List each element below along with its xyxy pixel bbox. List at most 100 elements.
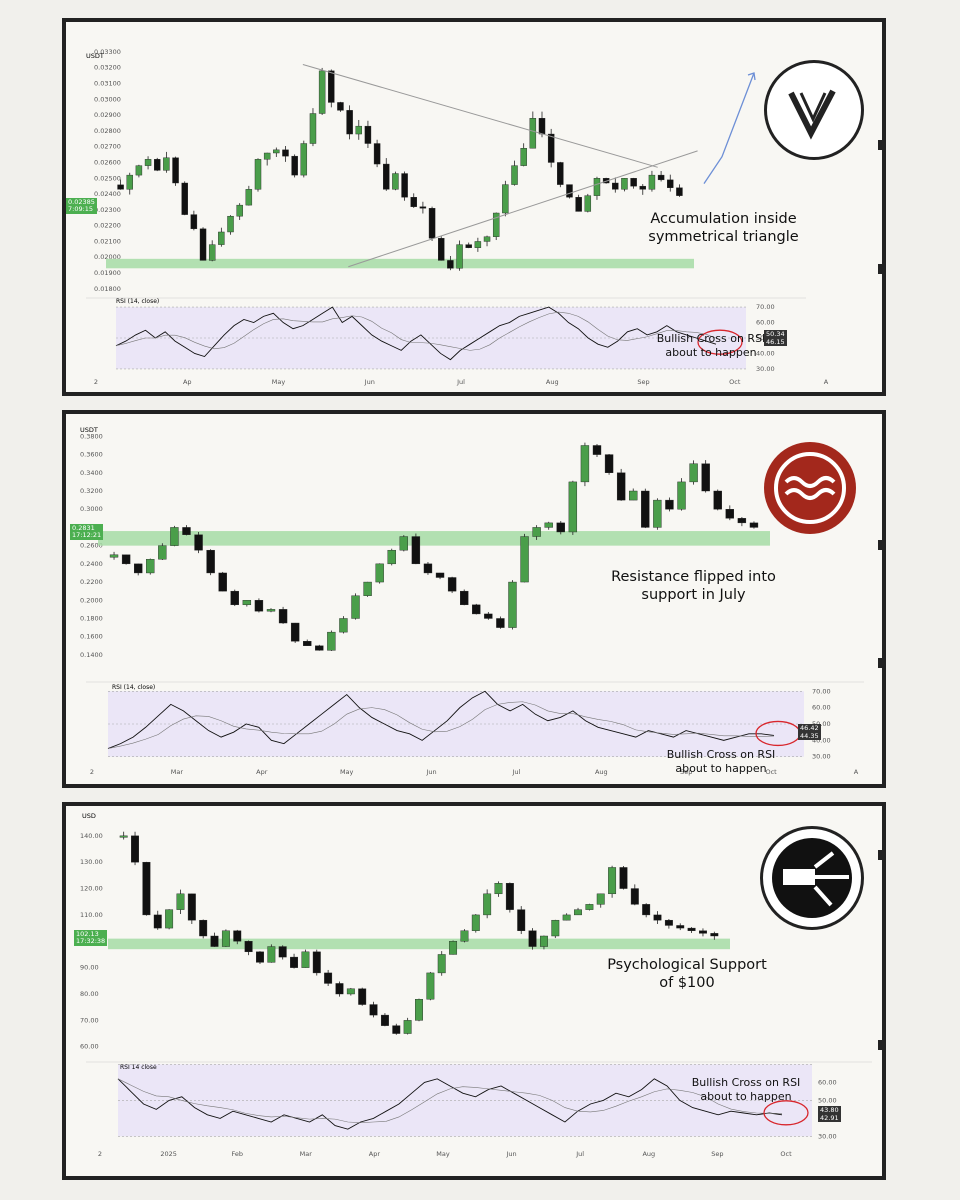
rsi-tick-label: 50.00 bbox=[812, 720, 831, 728]
y-tick-label: 0.02300 bbox=[94, 206, 121, 214]
rsi-ma-line bbox=[117, 1078, 782, 1124]
candle-body bbox=[324, 972, 333, 984]
candle-body bbox=[399, 536, 408, 551]
candle-body bbox=[119, 835, 128, 838]
candle-body bbox=[566, 184, 573, 198]
candle-body bbox=[301, 951, 310, 968]
y-tick-label: 80.00 bbox=[80, 990, 99, 998]
x-tick-label: 2 bbox=[98, 1150, 102, 1158]
x-tick-label: Apr bbox=[369, 1150, 381, 1158]
candle-body bbox=[328, 70, 335, 103]
projection-arrow bbox=[703, 72, 755, 184]
candle-body bbox=[630, 178, 637, 187]
rsi-tick-label: 30.00 bbox=[756, 365, 775, 373]
last-price-badge: 102.13 17:32:38 bbox=[74, 930, 108, 947]
y-tick-label: 90.00 bbox=[80, 964, 99, 972]
candle-body bbox=[312, 951, 321, 974]
candle-body bbox=[303, 641, 312, 646]
rsi-ma-line bbox=[107, 701, 775, 749]
candle-body bbox=[199, 228, 207, 261]
candle-body bbox=[176, 893, 185, 910]
candle-body bbox=[529, 118, 537, 149]
candle-body bbox=[227, 215, 234, 233]
candle-body bbox=[194, 534, 203, 551]
x-tick-label: Jun bbox=[425, 768, 436, 776]
candle-body bbox=[574, 909, 582, 916]
candle-body bbox=[375, 563, 384, 583]
vechain-chart: 0.03300 0.03200 0.03100 0.03000 0.02900 0.028… bbox=[86, 48, 829, 386]
rsi-line bbox=[107, 690, 775, 749]
candle-body bbox=[210, 935, 219, 947]
rsi-value-badge: 43.80 42.91 bbox=[818, 1106, 841, 1122]
candle-body bbox=[484, 613, 493, 619]
candle-body bbox=[290, 622, 300, 642]
rsi-band bbox=[118, 1064, 812, 1137]
y-tick-label: 110.00 bbox=[80, 911, 103, 919]
frame-notch bbox=[878, 540, 883, 550]
x-tick-label: Mar bbox=[300, 1150, 313, 1158]
rsi-tick-label: 40.00 bbox=[756, 349, 775, 357]
y-tick-label: 130.00 bbox=[80, 858, 103, 866]
candle-body bbox=[456, 244, 463, 269]
annotation-rsi-cross: Bullish Cross on RSI about to happen bbox=[691, 1076, 801, 1103]
rsi-highlight-circle bbox=[763, 1100, 809, 1126]
y-tick-label: 0.02700 bbox=[94, 143, 121, 151]
candle-body bbox=[263, 152, 271, 160]
x-tick-label: Oct bbox=[729, 378, 741, 386]
candle-body bbox=[551, 919, 560, 937]
candle-body bbox=[134, 563, 143, 574]
last-price-badge: 0.02385 7:09:15 bbox=[66, 198, 97, 215]
candle-body bbox=[539, 935, 548, 947]
x-tick-label: A bbox=[854, 768, 859, 776]
triangle-upper-line bbox=[302, 64, 658, 168]
y-tick-label: 0.2200 bbox=[80, 578, 103, 586]
candle-body bbox=[236, 204, 243, 217]
last-price-badge: 0.2831 17:12:21 bbox=[70, 524, 104, 541]
candle-body bbox=[494, 883, 503, 895]
y-tick-label: 0.1400 bbox=[80, 651, 103, 659]
candle-body bbox=[460, 590, 469, 606]
candle-body bbox=[144, 159, 152, 166]
y-tick-label: 120.00 bbox=[80, 885, 103, 893]
candle-body bbox=[392, 173, 399, 190]
candle-body bbox=[337, 102, 344, 111]
rsi-value-badge: 46.42 44.35 bbox=[798, 724, 821, 740]
annotation-rsi-cross: Bullish Cross on RSI about to happen bbox=[656, 332, 766, 359]
x-tick-label: Jul bbox=[575, 1150, 584, 1158]
candle-body bbox=[474, 241, 482, 248]
y-tick-label: 0.01900 bbox=[94, 269, 121, 277]
candle-body bbox=[172, 157, 179, 184]
candle-body bbox=[153, 914, 162, 929]
candle-body bbox=[383, 163, 390, 190]
candle-body bbox=[687, 927, 696, 931]
chart-panel-vechain: 0.03300 0.03200 0.03100 0.03000 0.02900 0.028… bbox=[62, 18, 886, 396]
candle-body bbox=[355, 125, 362, 135]
candle-body bbox=[254, 159, 262, 190]
y-tick-label: 0.02900 bbox=[94, 111, 121, 119]
candle-body bbox=[163, 157, 170, 171]
candle-body bbox=[642, 904, 651, 916]
candle-body bbox=[206, 549, 215, 574]
candle-body bbox=[309, 113, 317, 144]
sei-logo bbox=[764, 442, 856, 534]
candle-body bbox=[616, 472, 626, 501]
candle-body bbox=[505, 883, 514, 910]
candle-body bbox=[657, 174, 665, 181]
sei-chart: 0.38000.36000.34000.32000.30000.28000.26… bbox=[80, 432, 864, 776]
rsi-tick-label: 30.00 bbox=[812, 753, 831, 761]
candle-body bbox=[585, 904, 594, 910]
candle-body bbox=[596, 893, 605, 905]
candle-body bbox=[244, 941, 253, 953]
candle-body bbox=[117, 184, 124, 190]
y-tick-label: 0.03100 bbox=[94, 79, 121, 87]
candle-body bbox=[532, 527, 541, 537]
rsi-line bbox=[115, 306, 717, 361]
candle-body bbox=[218, 572, 227, 592]
candle-body bbox=[604, 454, 614, 473]
candle-body bbox=[131, 835, 139, 863]
candle-body bbox=[282, 149, 289, 157]
candle-body bbox=[737, 518, 747, 524]
candle-body bbox=[291, 155, 298, 176]
candle-body bbox=[121, 554, 131, 565]
y-tick-label: 0.02200 bbox=[94, 222, 121, 230]
